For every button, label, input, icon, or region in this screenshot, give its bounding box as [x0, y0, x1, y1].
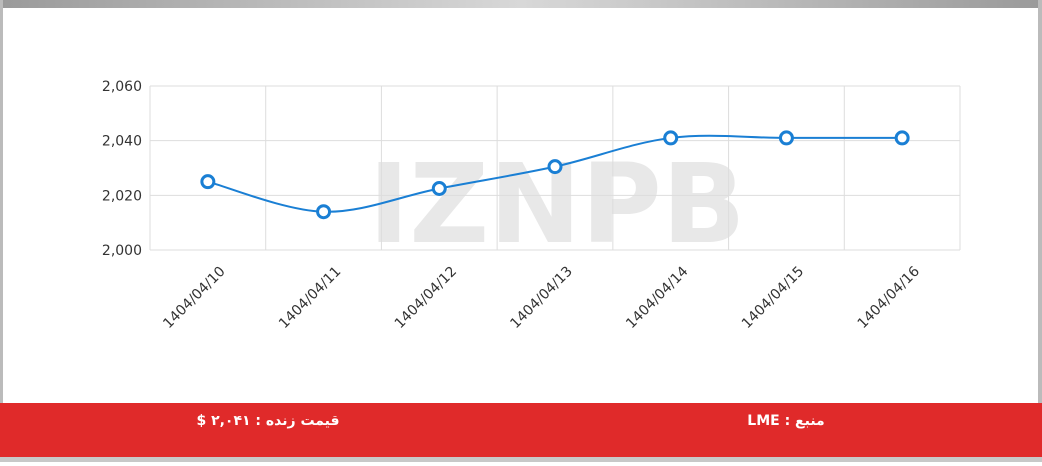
point [778, 130, 794, 146]
top-strip [0, 0, 1042, 8]
x-tick-label: 1404/04/14 [623, 263, 691, 331]
point [431, 181, 447, 196]
y-tick-label: 2,060 [102, 79, 142, 95]
point [547, 159, 563, 175]
x-tick-label: 1404/04/11 [276, 264, 344, 332]
point [316, 204, 332, 220]
x-tick-label: 1404/04/15 [739, 264, 807, 332]
x-tick-label: 1404/04/10 [160, 264, 228, 332]
x-tick-label: 1404/04/16 [855, 263, 923, 331]
x-tick-label: 1404/04/12 [392, 264, 460, 332]
y-tick-label: 2,000 [102, 243, 142, 259]
source: منبع : LME [747, 413, 824, 429]
y-tick-label: 2,040 [102, 134, 142, 150]
right-border [1038, 0, 1042, 462]
point [894, 130, 910, 146]
x-tick-label: 1404/04/13 [507, 264, 575, 332]
bottom-strip [0, 457, 1042, 462]
y-tick-label: 2,020 [102, 188, 142, 204]
live-price: قیمت زنده : ۲,۰۴۱ $ [196, 413, 339, 429]
point [663, 130, 679, 146]
footer-bar [0, 403, 1042, 457]
point [200, 174, 216, 190]
left-border [0, 0, 3, 462]
watermark: IZNPB [368, 140, 745, 268]
